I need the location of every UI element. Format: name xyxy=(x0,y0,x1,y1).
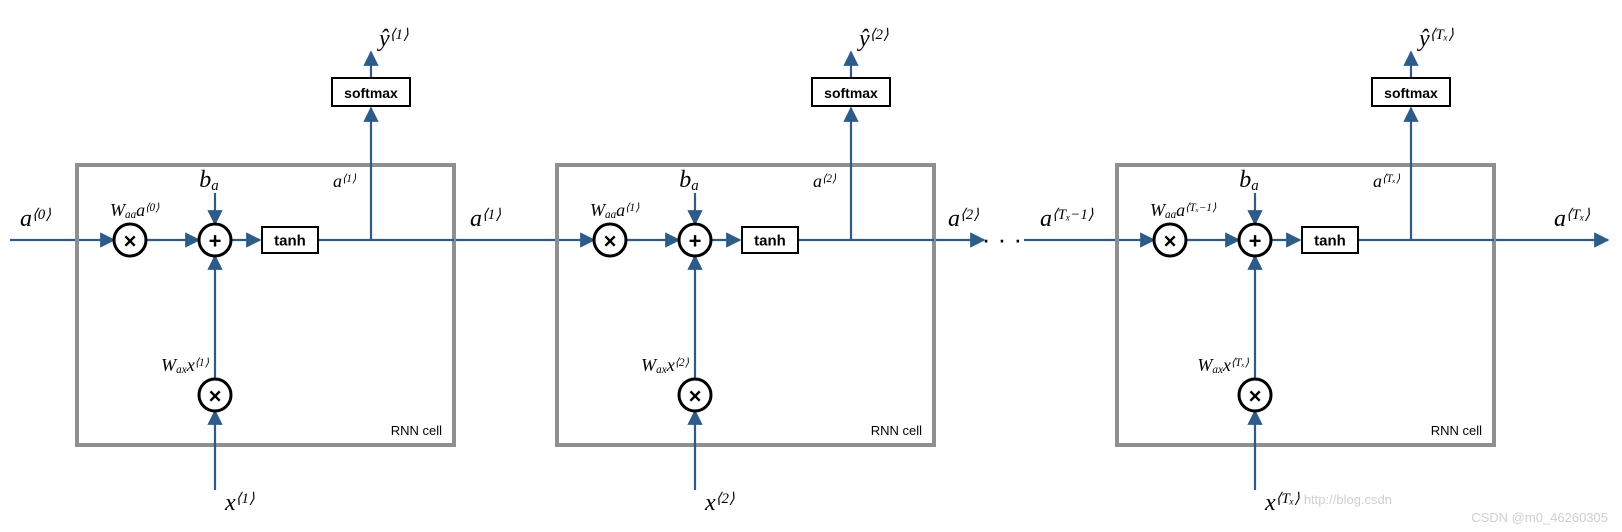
activation-tap-label: a⟨1⟩ xyxy=(333,171,357,191)
multiply-waa-icon: × xyxy=(114,224,146,256)
softmax-node: softmax xyxy=(1372,78,1450,106)
ba-label: ba xyxy=(199,167,218,194)
rnn-cell-box xyxy=(557,165,934,445)
rnn-cell-box xyxy=(77,165,454,445)
hidden-state-label: a⟨1⟩ xyxy=(470,206,501,232)
activation-tap-label: a⟨2⟩ xyxy=(813,171,837,191)
softmax-node: softmax xyxy=(332,78,410,106)
waa-label: Waaa⟨1⟩ xyxy=(590,200,640,221)
svg-text:+: + xyxy=(689,229,702,254)
svg-text:×: × xyxy=(604,229,617,254)
tanh-node: tanh xyxy=(1302,227,1358,253)
svg-text:+: + xyxy=(1249,229,1262,254)
rnn-cell-label: RNN cell xyxy=(391,423,442,438)
hidden-state-label: a⟨2⟩ xyxy=(948,206,979,232)
wax-label: Waxx⟨1⟩ xyxy=(161,355,209,376)
sum-icon: + xyxy=(679,224,711,256)
tanh-node: tanh xyxy=(262,227,318,253)
ba-label: ba xyxy=(679,167,698,194)
sum-icon: + xyxy=(199,224,231,256)
svg-text:tanh: tanh xyxy=(274,233,306,250)
multiply-wax-icon: × xyxy=(679,379,711,411)
softmax-node: softmax xyxy=(812,78,890,106)
svg-text:×: × xyxy=(209,384,222,409)
activation-tap-label: a⟨Tₓ⟩ xyxy=(1373,171,1401,191)
multiply-waa-icon: × xyxy=(594,224,626,256)
rnn-cell-box xyxy=(1117,165,1494,445)
multiply-wax-icon: × xyxy=(199,379,231,411)
svg-text:×: × xyxy=(689,384,702,409)
svg-text:tanh: tanh xyxy=(1314,233,1346,250)
yhat-label: ŷ⟨2⟩ xyxy=(857,26,889,52)
watermark-csdn: CSDN @m0_46260305 xyxy=(1471,510,1608,525)
waa-label: Waaa⟨Tₓ−1⟩ xyxy=(1150,200,1217,221)
multiply-wax-icon: × xyxy=(1239,379,1271,411)
rnn-cell-label: RNN cell xyxy=(1431,423,1482,438)
hidden-state-label: a⟨Tₓ⟩ xyxy=(1554,206,1590,232)
svg-text:softmax: softmax xyxy=(824,85,878,101)
x-input-label: x⟨Tₓ⟩ xyxy=(1264,490,1300,516)
yhat-label: ŷ⟨Tₓ⟩ xyxy=(1417,26,1454,52)
x-input-label: x⟨2⟩ xyxy=(704,490,735,516)
watermark-blog: http://blog.csdn xyxy=(1304,492,1392,507)
svg-text:×: × xyxy=(124,229,137,254)
svg-text:softmax: softmax xyxy=(344,85,398,101)
rnn-cell-label: RNN cell xyxy=(871,423,922,438)
svg-text:tanh: tanh xyxy=(754,233,786,250)
waa-label: Waaa⟨0⟩ xyxy=(110,200,160,221)
svg-text:×: × xyxy=(1249,384,1262,409)
x-input-label: x⟨1⟩ xyxy=(224,490,255,516)
svg-text:+: + xyxy=(209,229,222,254)
sum-icon: + xyxy=(1239,224,1271,256)
svg-text:×: × xyxy=(1164,229,1177,254)
wax-label: Waxx⟨2⟩ xyxy=(641,355,689,376)
ba-label: ba xyxy=(1239,167,1258,194)
tanh-node: tanh xyxy=(742,227,798,253)
hidden-state-label: a⟨Tₓ−1⟩ xyxy=(1040,206,1094,232)
ellipsis: · · · xyxy=(982,224,1022,254)
yhat-label: ŷ⟨1⟩ xyxy=(377,26,409,52)
multiply-waa-icon: × xyxy=(1154,224,1186,256)
hidden-state-label: a⟨0⟩ xyxy=(20,206,51,232)
svg-text:softmax: softmax xyxy=(1384,85,1438,101)
wax-label: Waxx⟨Tₓ⟩ xyxy=(1197,355,1249,376)
